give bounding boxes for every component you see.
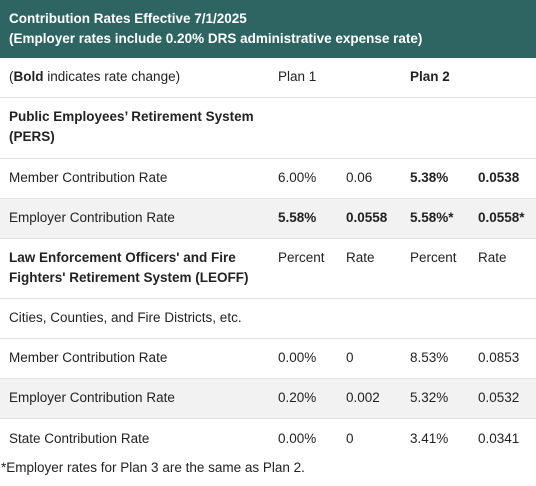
row-label: Member Contribution Rate [9, 170, 168, 185]
plan2-percent: 5.38% [410, 170, 449, 185]
plan1-percent: 5.58% [278, 210, 317, 225]
subgroup-row: Cities, Counties, and Fire Districts, et… [0, 299, 536, 339]
plan1-percent: 0.00% [278, 350, 317, 365]
leoff-section-row: Law Enforcement Officers' and Fire Fight… [0, 239, 536, 299]
row-label: State Contribution Rate [9, 431, 150, 446]
column-heading-rate: Rate [346, 250, 375, 265]
table-subtitle: (Employer rates include 0.20% DRS admini… [9, 31, 423, 46]
pers-section-row: Public Employees’ Retirement System (PER… [0, 98, 536, 159]
legend-row: (Bold indicates rate change) Plan 1 Plan… [0, 58, 536, 98]
table-header: Contribution Rates Effective 7/1/2025 (E… [0, 0, 536, 58]
table-row: Employer Contribution Rate 0.20% 0.002 5… [0, 379, 536, 419]
plan2-heading: Plan 2 [410, 69, 450, 84]
plan2-rate: 0.0532 [478, 390, 520, 405]
plan1-heading: Plan 1 [278, 69, 317, 84]
plan1-percent: 0.20% [278, 390, 317, 405]
plan1-rate: 0.002 [346, 390, 380, 405]
plan1-percent: 6.00% [278, 170, 317, 185]
legend-note: (Bold indicates rate change) [9, 69, 181, 84]
plan2-rate: 0.0538 [478, 170, 520, 185]
column-heading-percent: Percent [278, 250, 325, 265]
plan1-rate: 0.06 [346, 170, 373, 185]
pers-title: Public Employees’ Retirement System (PER… [9, 109, 254, 144]
table-row: Member Contribution Rate 0.00% 0 8.53% 0… [0, 339, 536, 379]
row-label: Employer Contribution Rate [9, 210, 175, 225]
table-title: Contribution Rates Effective 7/1/2025 [9, 11, 247, 26]
table-row: Employer Contribution Rate 5.58% 0.0558 … [0, 199, 536, 239]
subgroup-label: Cities, Counties, and Fire Districts, et… [9, 310, 242, 325]
plan2-percent: 8.53% [410, 350, 449, 365]
plan2-rate: 0.0853 [478, 350, 520, 365]
plan2-percent: 5.32% [410, 390, 449, 405]
table-row: Member Contribution Rate 6.00% 0.06 5.38… [0, 159, 536, 199]
plan2-percent: 3.41% [410, 431, 449, 446]
plan2-rate: 0.0558* [478, 210, 525, 225]
row-label: Employer Contribution Rate [9, 390, 175, 405]
plan2-percent: 5.58%* [410, 210, 454, 225]
footnote: *Employer rates for Plan 3 are the same … [1, 460, 305, 475]
plan1-rate: 0 [346, 350, 354, 365]
row-label: Member Contribution Rate [9, 350, 168, 365]
table-row: State Contribution Rate 0.00% 0 3.41% 0.… [0, 419, 536, 458]
plan1-rate: 0 [346, 431, 354, 446]
plan1-percent: 0.00% [278, 431, 317, 446]
plan1-rate: 0.0558 [346, 210, 388, 225]
plan2-rate: 0.0341 [478, 431, 520, 446]
leoff-title: Law Enforcement Officers' and Fire Fight… [9, 250, 249, 285]
column-heading-rate: Rate [478, 250, 507, 265]
column-heading-percent: Percent [410, 250, 457, 265]
